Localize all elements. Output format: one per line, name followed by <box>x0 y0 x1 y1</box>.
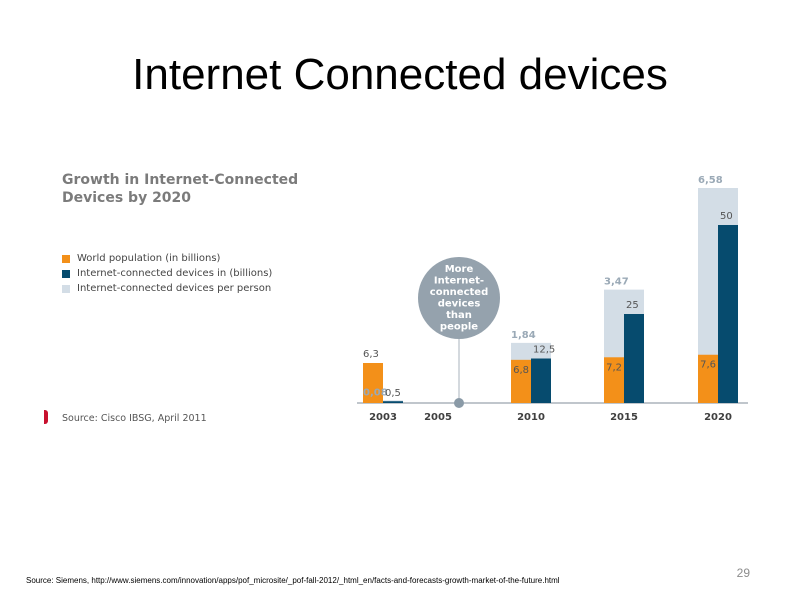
data-label-per-person: 1,84 <box>511 330 536 341</box>
legend-swatch-devices <box>62 269 70 278</box>
slide-number: 29 <box>736 566 750 580</box>
legend-item-population: World population (in billions) <box>62 251 272 266</box>
annotation-marker <box>454 398 464 408</box>
legend-swatch-population <box>62 254 70 263</box>
bar-devices <box>383 401 403 403</box>
x-tick-label: 2003 <box>369 412 397 423</box>
legend-swatch-per-person <box>62 284 70 293</box>
chart-legend: World population (in billions) Internet-… <box>62 251 272 296</box>
x-tick-label: 2015 <box>610 412 638 423</box>
x-tick-label: 2010 <box>517 412 545 423</box>
data-label-devices: 0,5 <box>385 388 401 399</box>
annotation-text: More <box>445 264 474 275</box>
bar-devices <box>624 314 644 403</box>
chart-source: Source: Cisco IBSG, April 2011 <box>62 413 207 424</box>
x-tick-label: 2020 <box>704 412 732 423</box>
legend-label-devices: Internet-connected devices in (billions) <box>77 268 273 279</box>
legend-label-per-person: Internet-connected devices per person <box>77 283 272 294</box>
legend-item-per-person: Internet-connected devices per person <box>62 281 272 296</box>
annotation-text: Internet- <box>434 276 484 287</box>
data-label-devices: 12,5 <box>533 345 555 356</box>
legend-label-population: World population (in billions) <box>77 253 221 264</box>
data-label-per-person: 6,58 <box>698 175 723 186</box>
annotation-text: connected <box>430 287 488 298</box>
bar-population <box>604 357 624 403</box>
bar-population <box>698 354 718 403</box>
x-tick-label: 2005 <box>424 412 452 423</box>
brand-logo-mark <box>44 410 48 424</box>
footer-source: Source: Siemens, http://www.siemens.com/… <box>26 576 560 585</box>
legend-item-devices: Internet-connected devices in (billions) <box>62 266 272 281</box>
annotation-text: people <box>440 322 478 333</box>
data-label-population: 6,3 <box>363 349 379 360</box>
bar-devices <box>718 225 738 403</box>
annotation-text: than <box>446 310 472 321</box>
bar-devices <box>531 358 551 403</box>
data-label-per-person: 3,47 <box>604 277 629 288</box>
slide-title: Internet Connected devices <box>132 50 668 99</box>
data-label-population: 7,2 <box>606 362 622 373</box>
data-label-devices: 25 <box>626 300 639 311</box>
bar-population <box>511 359 531 403</box>
chart-title: Growth in Internet-Connected Devices by … <box>62 172 299 206</box>
data-label-population: 7,6 <box>700 360 716 371</box>
data-label-per-person: 0,08 <box>363 387 388 398</box>
data-label-devices: 50 <box>720 211 733 222</box>
annotation-bubble <box>418 257 500 339</box>
annotation-text: devices <box>438 299 481 310</box>
data-label-population: 6,8 <box>513 365 529 376</box>
bar-population <box>363 363 383 403</box>
